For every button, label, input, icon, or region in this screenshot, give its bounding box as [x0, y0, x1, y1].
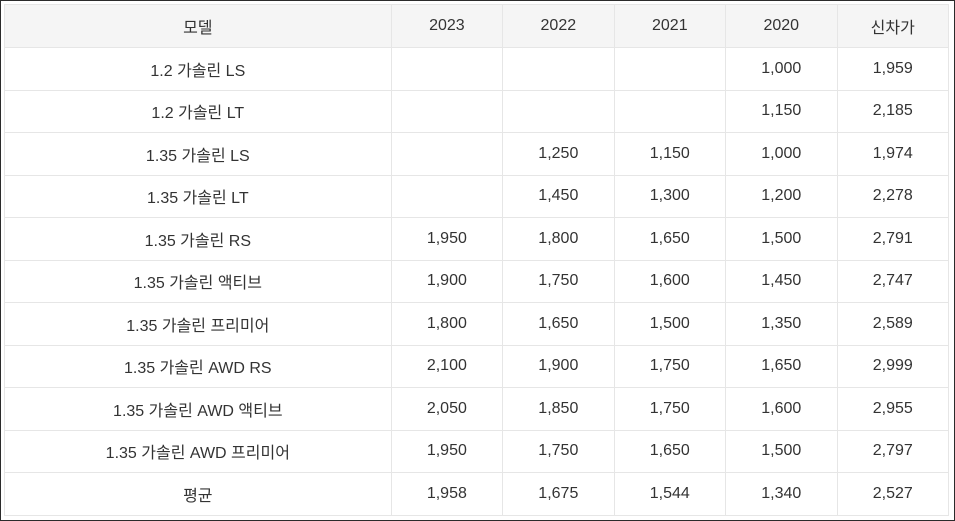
cell-2020: 1,500	[725, 217, 838, 261]
cell-new-car-price: 2,999	[836, 344, 949, 388]
cell-2023: 1,958	[390, 472, 504, 516]
average-row: 평균 1,958 1,675 1,544 1,340 2,527	[4, 472, 949, 516]
cell-model: 1.35 가솔린 AWD 액티브	[4, 387, 392, 431]
cell-2020: 1,000	[725, 47, 838, 91]
cell-new-car-price: 2,747	[836, 259, 949, 303]
cell-2022: 1,250	[502, 132, 615, 176]
cell-new-car-price: 1,974	[836, 132, 949, 176]
cell-2023: 1,800	[390, 302, 504, 346]
cell-2022: 1,450	[502, 174, 615, 218]
table-header: 모델 2023 2022 2021 2020 신차가	[4, 4, 949, 48]
cell-2022: 1,800	[502, 217, 615, 261]
cell-2023: 2,100	[390, 344, 504, 388]
header-2022: 2022	[502, 4, 615, 48]
cell-2021: 1,150	[613, 132, 727, 176]
cell-new-car-price: 2,589	[836, 302, 949, 346]
cell-2021: 1,750	[613, 344, 727, 388]
header-2023: 2023	[390, 4, 504, 48]
cell-2020: 1,150	[725, 89, 838, 133]
cell-model: 1.2 가솔린 LS	[4, 47, 392, 91]
table-row: 1.35 가솔린 AWD RS 2,100 1,900 1,750 1,650 2,999	[4, 344, 949, 388]
cell-2023	[390, 47, 504, 91]
cell-model: 1.35 가솔린 액티브	[4, 259, 392, 303]
cell-2023: 1,950	[390, 217, 504, 261]
cell-2022	[502, 89, 615, 133]
cell-2021: 1,600	[613, 259, 727, 303]
cell-2020: 1,350	[725, 302, 838, 346]
cell-new-car-price: 2,791	[836, 217, 949, 261]
cell-2021: 1,750	[613, 387, 727, 431]
table-row: 1.35 가솔린 RS 1,950 1,800 1,650 1,500 2,791	[4, 217, 949, 261]
table-row: 1.35 가솔린 AWD 액티브 2,050 1,850 1,750 1,600 2,95…	[4, 387, 949, 431]
cell-2022: 1,750	[502, 429, 615, 473]
cell-2023: 1,950	[390, 429, 504, 473]
header-new-car-price: 신차가	[836, 4, 949, 48]
cell-2023	[390, 174, 504, 218]
cell-model: 1.35 가솔린 AWD RS	[4, 344, 392, 388]
cell-2021: 1,300	[613, 174, 727, 218]
cell-2020: 1,340	[725, 472, 838, 516]
cell-2021: 1,650	[613, 429, 727, 473]
cell-model: 평균	[4, 472, 392, 516]
header-2021: 2021	[613, 4, 727, 48]
cell-2021: 1,650	[613, 217, 727, 261]
cell-2022: 1,750	[502, 259, 615, 303]
cell-2020: 1,200	[725, 174, 838, 218]
cell-2023	[390, 89, 504, 133]
table-row: 1.35 가솔린 프리미어 1,800 1,650 1,500 1,350 2,589	[4, 302, 949, 346]
table-row: 1.35 가솔린 LS 1,250 1,150 1,000 1,974	[4, 132, 949, 176]
cell-model: 1.35 가솔린 AWD 프리미어	[4, 429, 392, 473]
cell-2023	[390, 132, 504, 176]
header-row: 모델 2023 2022 2021 2020 신차가	[4, 4, 949, 48]
cell-2020: 1,650	[725, 344, 838, 388]
header-model: 모델	[4, 4, 392, 48]
cell-2022	[502, 47, 615, 91]
cell-new-car-price: 2,955	[836, 387, 949, 431]
cell-2023: 1,900	[390, 259, 504, 303]
cell-model: 1.35 가솔린 LT	[4, 174, 392, 218]
table-row: 1.35 가솔린 LT 1,450 1,300 1,200 2,278	[4, 174, 949, 218]
cell-2021: 1,544	[613, 472, 727, 516]
table-row: 1.2 가솔린 LS 1,000 1,959	[4, 47, 949, 91]
cell-2023: 2,050	[390, 387, 504, 431]
cell-2022: 1,850	[502, 387, 615, 431]
cell-new-car-price: 2,527	[836, 472, 949, 516]
cell-2020: 1,500	[725, 429, 838, 473]
cell-model: 1.35 가솔린 RS	[4, 217, 392, 261]
cell-new-car-price: 2,278	[836, 174, 949, 218]
cell-2022: 1,900	[502, 344, 615, 388]
table-row: 1.2 가솔린 LT 1,150 2,185	[4, 89, 949, 133]
cell-new-car-price: 1,959	[836, 47, 949, 91]
cell-2022: 1,650	[502, 302, 615, 346]
cell-new-car-price: 2,185	[836, 89, 949, 133]
table-row: 1.35 가솔린 액티브 1,900 1,750 1,600 1,450 2,747	[4, 259, 949, 303]
cell-2020: 1,450	[725, 259, 838, 303]
cell-2020: 1,600	[725, 387, 838, 431]
cell-model: 1.35 가솔린 프리미어	[4, 302, 392, 346]
cell-model: 1.2 가솔린 LT	[4, 89, 392, 133]
table-row: 1.35 가솔린 AWD 프리미어 1,950 1,750 1,650 1,500 2,7…	[4, 429, 949, 473]
cell-2022: 1,675	[502, 472, 615, 516]
cell-2020: 1,000	[725, 132, 838, 176]
cell-new-car-price: 2,797	[836, 429, 949, 473]
cell-2021	[613, 47, 727, 91]
header-2020: 2020	[725, 4, 838, 48]
cell-model: 1.35 가솔린 LS	[4, 132, 392, 176]
price-table: 모델 2023 2022 2021 2020 신차가 1.2 가솔린 LS 1,0…	[4, 4, 949, 516]
cell-2021	[613, 89, 727, 133]
cell-2021: 1,500	[613, 302, 727, 346]
table-body: 1.2 가솔린 LS 1,000 1,959 1.2 가솔린 LT 1,150 2,185…	[4, 47, 949, 516]
